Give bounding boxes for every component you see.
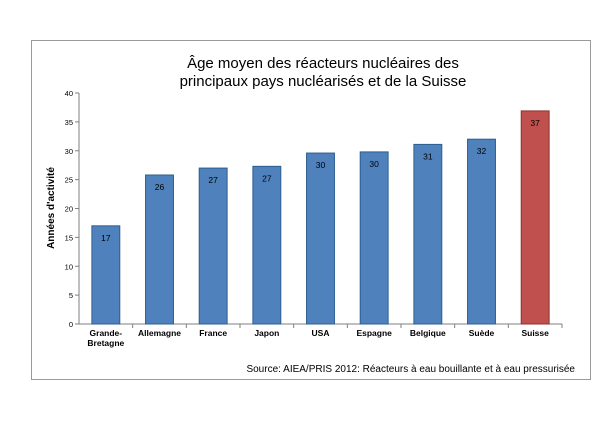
data-label-8: 37 (530, 118, 540, 128)
bar-2 (198, 167, 228, 325)
data-label-0: 17 (101, 233, 111, 243)
x-tick-label-0-0: Grande- (90, 328, 123, 338)
data-label-2: 27 (208, 175, 218, 185)
x-tick-label-6-0: Belgique (410, 328, 446, 338)
x-tick-label-8-0: Suisse (521, 328, 549, 338)
x-tick-label-2-0: France (199, 328, 227, 338)
bar-7 (467, 138, 496, 325)
bar-8 (520, 110, 550, 325)
y-tick-label-5: 25 (65, 176, 73, 185)
data-label-4: 30 (316, 160, 326, 170)
y-tick-label-3: 15 (65, 233, 73, 242)
chart-title-line-1: Âge moyen des réacteurs nucléaires des (187, 55, 459, 72)
source-note: Source: AIEA/PRIS 2012: Réacteurs à eau … (246, 364, 575, 375)
bar-3 (252, 165, 282, 325)
x-tick-label-1-0: Allemagne (138, 328, 181, 338)
data-label-5: 30 (369, 159, 379, 169)
x-tick-label-3-0: Japon (254, 328, 279, 338)
bar-4 (306, 152, 335, 325)
y-tick-label-1: 5 (69, 291, 73, 300)
bar-5 (359, 151, 389, 325)
bar-1 (145, 174, 174, 325)
x-tick-label-5-0: Espagne (356, 328, 392, 338)
y-tick-label-7: 35 (65, 118, 73, 127)
x-tick-label-0-1: Bretagne (87, 338, 124, 348)
data-label-6: 31 (423, 151, 433, 161)
bar-0 (91, 225, 121, 325)
y-axis-label: Années d'activité (46, 167, 57, 249)
bar-6 (413, 143, 443, 325)
data-label-3: 27 (262, 173, 272, 183)
data-label-1: 26 (155, 182, 165, 192)
y-tick-label-4: 20 (65, 205, 73, 214)
data-label-7: 32 (477, 146, 487, 156)
chart-title-line-2: principaux pays nucléarisés et de la Sui… (180, 73, 467, 90)
bars: 17 26 27 27 30 30 31 32 37 (91, 110, 550, 325)
y-tick-label-0: 0 (69, 320, 73, 329)
y-tick-label-8: 40 (65, 89, 73, 98)
x-tick-label-7-0: Suède (469, 328, 495, 338)
y-tick-label-2: 10 (65, 262, 73, 271)
y-tick-label-6: 30 (65, 147, 73, 156)
x-tick-label-4-0: USA (312, 328, 330, 338)
